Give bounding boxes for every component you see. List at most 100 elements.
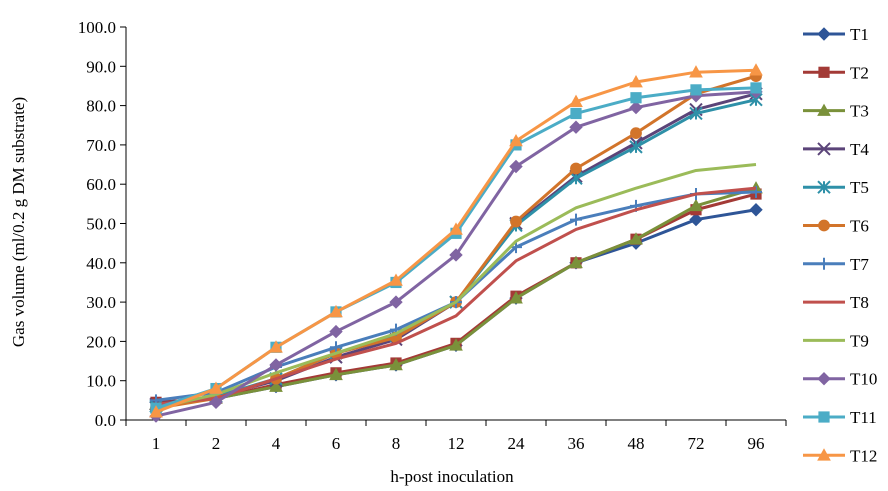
legend-marker: [817, 448, 831, 461]
data-point: [509, 291, 523, 304]
x-tick-label: 24: [508, 434, 526, 453]
legend-marker: [818, 66, 830, 78]
data-point: [329, 304, 343, 318]
axes: 0.0 10.0 20.0 30.0 40.0 50.0 60.0 70.0 80.0 90.0 1…: [78, 18, 787, 453]
x-tick-label: 96: [748, 434, 765, 453]
y-tick-label: 100.0: [78, 18, 116, 37]
legend-label: T4: [850, 140, 869, 159]
series-line: [155, 186, 757, 406]
legend-label: T5: [850, 178, 869, 197]
legend-item-T4: T4: [803, 140, 869, 159]
y-tick-label: 50.0: [86, 215, 116, 234]
y-tick-label: 0.0: [95, 411, 116, 430]
data-point: [569, 120, 583, 134]
series-T8: [155, 186, 757, 406]
data-point: [630, 92, 642, 104]
data-point: [570, 162, 582, 175]
data-point: [689, 65, 703, 78]
x-tick-label: 72: [688, 434, 705, 453]
legend-marker: [818, 219, 830, 232]
series-T10: [149, 85, 763, 423]
legend-marker: [817, 371, 831, 386]
data-point: [689, 198, 703, 212]
legend-label: T2: [850, 63, 869, 82]
series-T6: [150, 70, 762, 415]
series-T9: [155, 163, 757, 410]
y-tick-label: 30.0: [86, 293, 116, 312]
data-point: [329, 324, 343, 339]
legend: T1 T2 T3 T4 T5 T6 T7 T8 T9 T10 T11 T12: [803, 25, 877, 465]
data-point: [689, 212, 703, 227]
y-tick-label: 20.0: [86, 332, 116, 351]
x-tick-label: 48: [628, 434, 645, 453]
legend-item-T1: T1: [803, 25, 869, 44]
legend-item-T7: T7: [803, 255, 869, 274]
x-axis-title: h-post inoculation: [390, 467, 514, 486]
legend-marker: [817, 142, 831, 156]
data-point: [510, 215, 522, 228]
series-line: [155, 68, 757, 414]
series-line: [155, 163, 757, 410]
y-tick-label: 80.0: [86, 97, 116, 116]
data-point: [449, 338, 463, 351]
data-point: [629, 74, 643, 88]
x-tick-label: 12: [448, 434, 465, 453]
data-point: [449, 222, 463, 235]
legend-label: T12: [850, 446, 877, 465]
legend-marker: [817, 27, 831, 41]
data-point: [749, 203, 763, 217]
x-tick-label: 1: [152, 434, 161, 453]
data-point: [449, 248, 463, 262]
y-axis-title: Gas volume (ml/0.2 g DM substrate): [9, 97, 28, 347]
series-T11: [150, 82, 762, 414]
legend-label: T9: [850, 331, 869, 350]
data-point: [630, 127, 642, 140]
data-point: [629, 100, 643, 115]
legend-marker: [818, 411, 830, 423]
series-line: [155, 86, 757, 410]
data-point: [629, 232, 643, 245]
y-tick-label: 60.0: [86, 175, 116, 194]
x-tick-label: 2: [212, 434, 221, 453]
y-tick-label: 40.0: [86, 254, 116, 273]
data-point: [689, 106, 703, 121]
legend-item-T9: T9: [803, 331, 869, 350]
x-tick-label: 6: [332, 434, 341, 453]
legend-label: T3: [850, 102, 869, 121]
legend-item-T8: T8: [803, 293, 869, 312]
data-point: [569, 255, 583, 269]
series-T3: [149, 181, 763, 410]
data-point: [330, 341, 342, 354]
data-point: [149, 405, 163, 418]
legend-label: T7: [850, 255, 869, 274]
data-point: [629, 140, 643, 154]
data-point: [389, 295, 403, 309]
legend-item-T6: T6: [803, 217, 869, 236]
legend-label: T8: [850, 293, 869, 312]
data-point: [509, 159, 523, 174]
data-point: [329, 367, 343, 381]
data-point: [389, 357, 403, 371]
y-tick-label: 90.0: [86, 57, 116, 76]
y-tick-label: 10.0: [86, 372, 116, 391]
series-layer: [149, 63, 763, 423]
x-tick-label: 8: [392, 434, 401, 453]
legend-item-T2: T2: [803, 63, 869, 82]
data-point: [750, 186, 762, 199]
legend-item-T12: T12: [803, 446, 877, 465]
legend-marker: [818, 257, 830, 270]
data-point: [269, 358, 283, 372]
legend-label: T1: [850, 25, 869, 44]
data-point: [209, 381, 223, 394]
legend-item-T5: T5: [803, 178, 869, 197]
data-point: [750, 82, 762, 94]
data-point: [749, 63, 763, 76]
data-point: [509, 133, 523, 147]
data-point: [269, 379, 283, 392]
legend-marker: [817, 103, 831, 116]
data-point: [569, 94, 583, 107]
data-point: [690, 84, 702, 96]
data-point: [209, 395, 223, 410]
legend-label: T6: [850, 217, 869, 236]
